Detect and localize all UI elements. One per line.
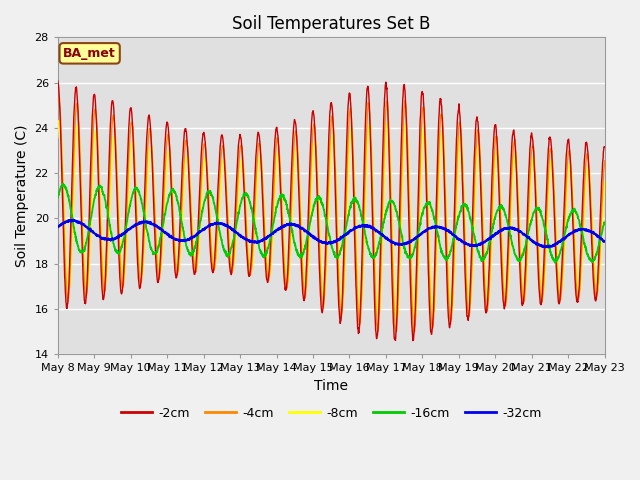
-4cm bbox=[54, 100, 61, 106]
-16cm bbox=[54, 195, 61, 201]
-4cm bbox=[55, 95, 63, 101]
-16cm bbox=[552, 260, 559, 266]
-2cm bbox=[409, 338, 417, 344]
Line: -4cm: -4cm bbox=[58, 98, 605, 332]
Legend: -2cm, -4cm, -8cm, -16cm, -32cm: -2cm, -4cm, -8cm, -16cm, -32cm bbox=[116, 402, 547, 424]
X-axis label: Time: Time bbox=[314, 379, 348, 393]
-2cm bbox=[54, 78, 61, 84]
-32cm bbox=[348, 228, 355, 233]
-4cm bbox=[359, 250, 367, 255]
-16cm bbox=[490, 217, 498, 223]
-32cm bbox=[545, 244, 552, 250]
-16cm bbox=[553, 256, 561, 262]
-32cm bbox=[490, 232, 498, 238]
-32cm bbox=[67, 217, 75, 223]
Text: BA_met: BA_met bbox=[63, 47, 116, 60]
Y-axis label: Soil Temperature (C): Soil Temperature (C) bbox=[15, 124, 29, 267]
Line: -16cm: -16cm bbox=[58, 184, 605, 263]
-32cm bbox=[553, 240, 561, 246]
-8cm bbox=[55, 118, 63, 123]
-32cm bbox=[54, 224, 61, 230]
-32cm bbox=[568, 230, 576, 236]
-4cm bbox=[491, 147, 499, 153]
-32cm bbox=[359, 223, 367, 229]
-16cm bbox=[207, 190, 214, 195]
-8cm bbox=[359, 275, 367, 280]
-4cm bbox=[410, 329, 417, 335]
-2cm bbox=[347, 105, 355, 110]
-16cm bbox=[348, 202, 355, 207]
-2cm bbox=[568, 190, 575, 196]
-16cm bbox=[568, 209, 576, 215]
-2cm bbox=[601, 144, 609, 150]
-2cm bbox=[207, 248, 214, 253]
-8cm bbox=[568, 175, 576, 181]
-16cm bbox=[60, 181, 67, 187]
-8cm bbox=[348, 126, 355, 132]
-4cm bbox=[568, 182, 576, 188]
-4cm bbox=[207, 235, 214, 240]
-4cm bbox=[601, 158, 609, 164]
Title: Soil Temperatures Set B: Soil Temperatures Set B bbox=[232, 15, 431, 33]
-8cm bbox=[207, 221, 214, 227]
-2cm bbox=[553, 269, 561, 275]
Line: -32cm: -32cm bbox=[58, 220, 605, 247]
-8cm bbox=[54, 135, 61, 141]
-8cm bbox=[393, 317, 401, 323]
Line: -8cm: -8cm bbox=[58, 120, 605, 320]
-16cm bbox=[601, 220, 609, 226]
-8cm bbox=[491, 176, 499, 181]
-32cm bbox=[207, 222, 214, 228]
Line: -2cm: -2cm bbox=[58, 81, 605, 341]
-32cm bbox=[601, 239, 609, 244]
-8cm bbox=[553, 235, 561, 240]
-4cm bbox=[348, 109, 355, 115]
-2cm bbox=[359, 223, 367, 229]
-4cm bbox=[553, 258, 561, 264]
-8cm bbox=[601, 179, 609, 184]
-16cm bbox=[359, 219, 367, 225]
-2cm bbox=[490, 128, 498, 134]
